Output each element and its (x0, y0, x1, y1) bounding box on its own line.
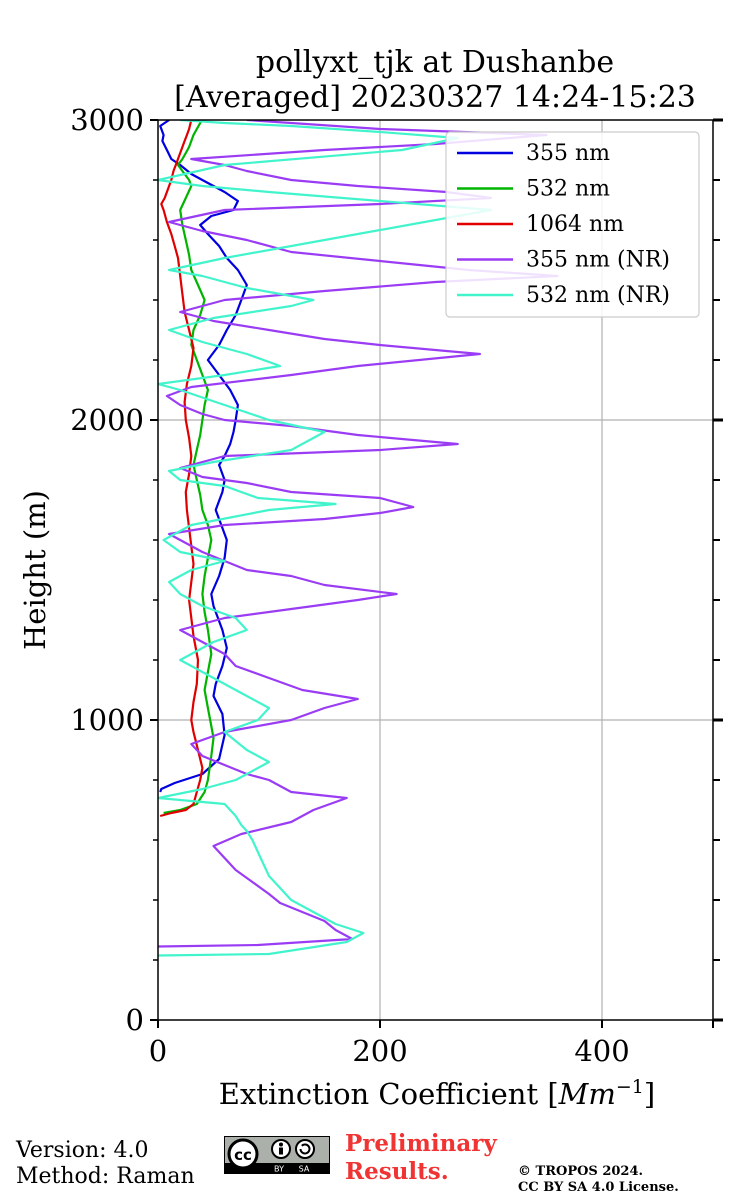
ticks: 0 200 400 0 1000 2000 3000 (70, 103, 723, 1068)
version-info: Version: 4.0 Method: Raman (16, 1138, 195, 1190)
sa-icon (295, 1139, 315, 1159)
legend: 355 nm 532 nm 1064 nm 355 nm (NR) 532 nm (NR… (445, 131, 700, 318)
copyright-notice: © TROPOS 2024. CC BY SA 4.0 License. (518, 1164, 679, 1196)
plot-frame (157, 119, 714, 1021)
cc-by-text: BY (274, 1165, 284, 1174)
copyright-line-1: © TROPOS 2024. (518, 1164, 644, 1179)
chart-subtitle: [Averaged] 20230327 14:24-15:23 (174, 80, 696, 115)
preliminary-line-1: Preliminary (345, 1130, 497, 1157)
legend-label: 532 nm (NR) (526, 283, 670, 308)
series-line-2 (159, 120, 204, 818)
y-tick-label: 3000 (70, 103, 144, 137)
series-line-1 (163, 120, 215, 815)
preliminary-notice: Preliminary Results. (345, 1130, 497, 1186)
legend-label: 532 nm (526, 177, 610, 202)
preliminary-line-2: Results. (345, 1158, 449, 1185)
cc-sa-text: SA (299, 1165, 310, 1174)
y-tick-label: 0 (126, 1003, 144, 1037)
method-text: Method: Raman (16, 1164, 195, 1189)
legend-label: 355 nm (526, 141, 610, 166)
y-axis-label: Height (m) (18, 490, 52, 650)
y-tick-label: 1000 (70, 703, 144, 737)
series-line-0 (159, 120, 248, 793)
cc-logo-text: cc (234, 1146, 252, 1164)
series-line-4 (158, 120, 493, 957)
axes (157, 119, 714, 1021)
legend-label: 355 nm (NR) (526, 248, 670, 273)
series-lines (158, 120, 559, 957)
legend-box (445, 131, 700, 318)
x-tick-label: 0 (149, 1034, 167, 1068)
x-tick-label: 400 (574, 1034, 629, 1068)
x-axis-label: Extinction Coefficient [Mm−1] (219, 1076, 655, 1111)
x-tick-label: 200 (352, 1034, 407, 1068)
extinction-chart: pollyxt_tjk at Dushanbe [Averaged] 20230… (18, 45, 723, 1111)
chart-title: pollyxt_tjk at Dushanbe (256, 45, 614, 80)
version-text: Version: 4.0 (16, 1138, 149, 1163)
y-tick-label: 2000 (70, 403, 144, 437)
series-line-3 (158, 120, 559, 948)
copyright-line-2: CC BY SA 4.0 License. (518, 1180, 679, 1195)
legend-label: 1064 nm (526, 212, 624, 237)
cc-license-badge: cc BY SA (224, 1136, 330, 1174)
